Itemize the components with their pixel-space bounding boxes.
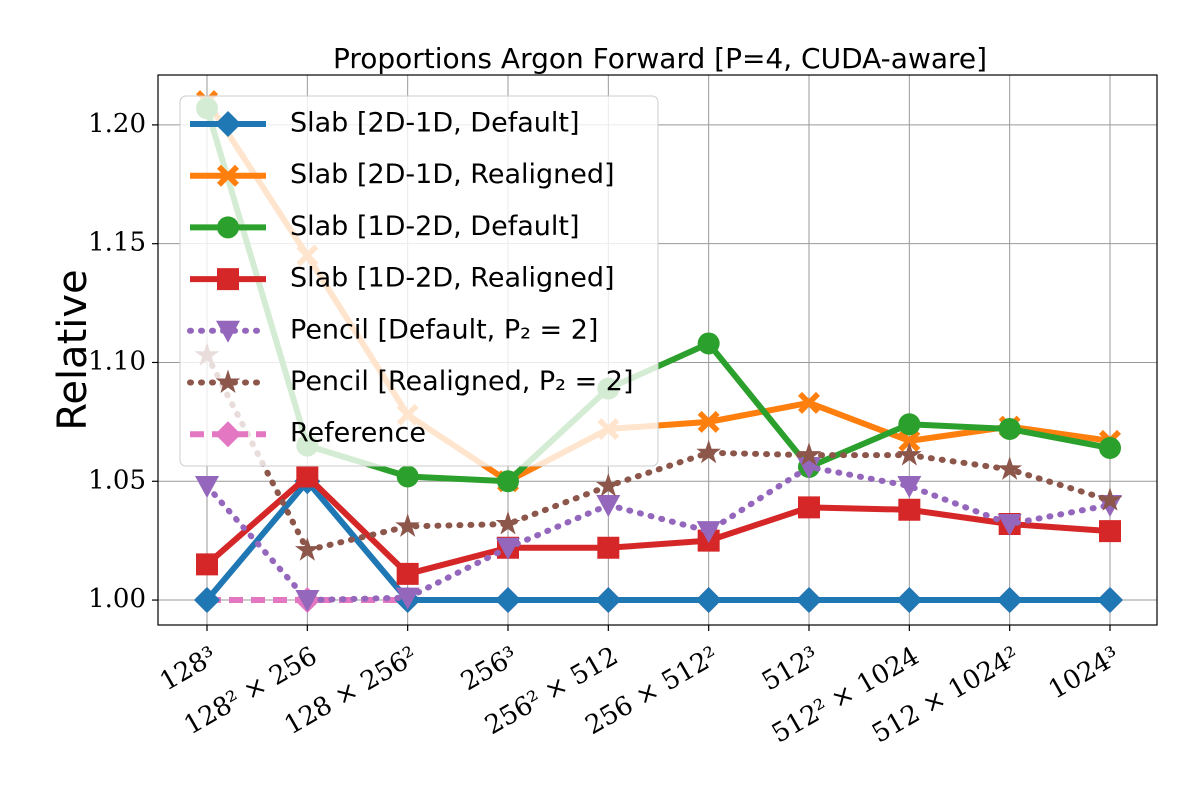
- legend-marker: [217, 268, 239, 291]
- marker: [196, 553, 218, 576]
- marker: [696, 439, 721, 464]
- y-axis-label: Relative: [50, 269, 96, 430]
- marker: [896, 587, 923, 614]
- y-tick-label: 1.20: [88, 109, 146, 139]
- x-tick-label: 256³: [456, 641, 523, 697]
- marker: [597, 536, 620, 559]
- marker: [295, 537, 320, 561]
- legend-label: Slab [1D-2D, Realigned]: [290, 263, 615, 294]
- x-tick-label: 1024³: [1044, 641, 1125, 705]
- series-line: [204, 478, 1110, 604]
- marker: [897, 476, 922, 499]
- marker: [596, 495, 621, 518]
- marker: [296, 465, 319, 488]
- marker: [396, 465, 419, 488]
- legend-marker: [215, 421, 241, 448]
- y-tick-label: 1.00: [88, 584, 146, 614]
- legend-label: Reference: [290, 418, 426, 449]
- legend-label: Pencil [Default, P₂ = 2]: [290, 314, 598, 345]
- marker: [395, 587, 420, 610]
- marker: [1097, 587, 1123, 614]
- marker: [395, 513, 420, 537]
- y-tick-label: 1.05: [88, 465, 146, 495]
- legend-marker: [216, 320, 240, 343]
- marker: [495, 587, 521, 614]
- marker: [898, 413, 921, 436]
- marker: [1099, 520, 1121, 543]
- marker: [697, 332, 720, 355]
- legend-label: Slab [1D-2D, Default]: [290, 211, 579, 242]
- legend: Slab [2D-1D, Default] Slab [2D-1D, Realig…: [179, 95, 659, 467]
- chart-title: Proportions Argon Forward [P=4, CUDA-awa…: [333, 42, 987, 75]
- marker: [796, 442, 822, 466]
- legend-marker: [215, 111, 241, 137]
- marker: [496, 537, 520, 560]
- marker: [396, 562, 419, 585]
- marker: [596, 473, 621, 497]
- marker: [1099, 437, 1121, 460]
- plot-frame: [157, 74, 1158, 626]
- legend-box: [179, 95, 659, 467]
- marker: [898, 429, 921, 452]
- marker: [997, 456, 1022, 480]
- marker: [697, 410, 720, 433]
- marker: [798, 496, 820, 519]
- marker: [495, 511, 521, 535]
- marker: [194, 587, 220, 614]
- marker: [996, 587, 1023, 614]
- y-tick-label: 1.10: [88, 346, 146, 376]
- marker: [897, 442, 922, 466]
- marker: [1097, 487, 1123, 511]
- series-line: [204, 352, 1113, 554]
- marker: [998, 417, 1021, 440]
- y-tick-label: 1.15: [88, 228, 146, 258]
- legend-marker: [215, 369, 241, 393]
- legend-label: Slab [2D-1D, Realigned]: [290, 159, 615, 190]
- marker: [696, 521, 721, 544]
- x-tick-label: 512³: [757, 641, 824, 697]
- legend-label: Pencil [Realigned, P₂ = 2]: [290, 366, 634, 397]
- legend-marker: [217, 216, 239, 239]
- marker: [195, 476, 219, 499]
- series-line: [204, 464, 1113, 604]
- series-line: [205, 473, 1111, 577]
- marker: [497, 470, 519, 493]
- marker: [595, 587, 622, 614]
- marker: [695, 587, 722, 614]
- x-tick-label: 128³: [155, 641, 222, 697]
- marker: [796, 587, 822, 614]
- marker: [798, 391, 820, 414]
- marker: [295, 590, 320, 613]
- legend-marker: [217, 164, 239, 187]
- marker: [997, 514, 1022, 537]
- marker: [898, 498, 921, 521]
- legend-label: Slab [2D-1D, Default]: [290, 108, 579, 139]
